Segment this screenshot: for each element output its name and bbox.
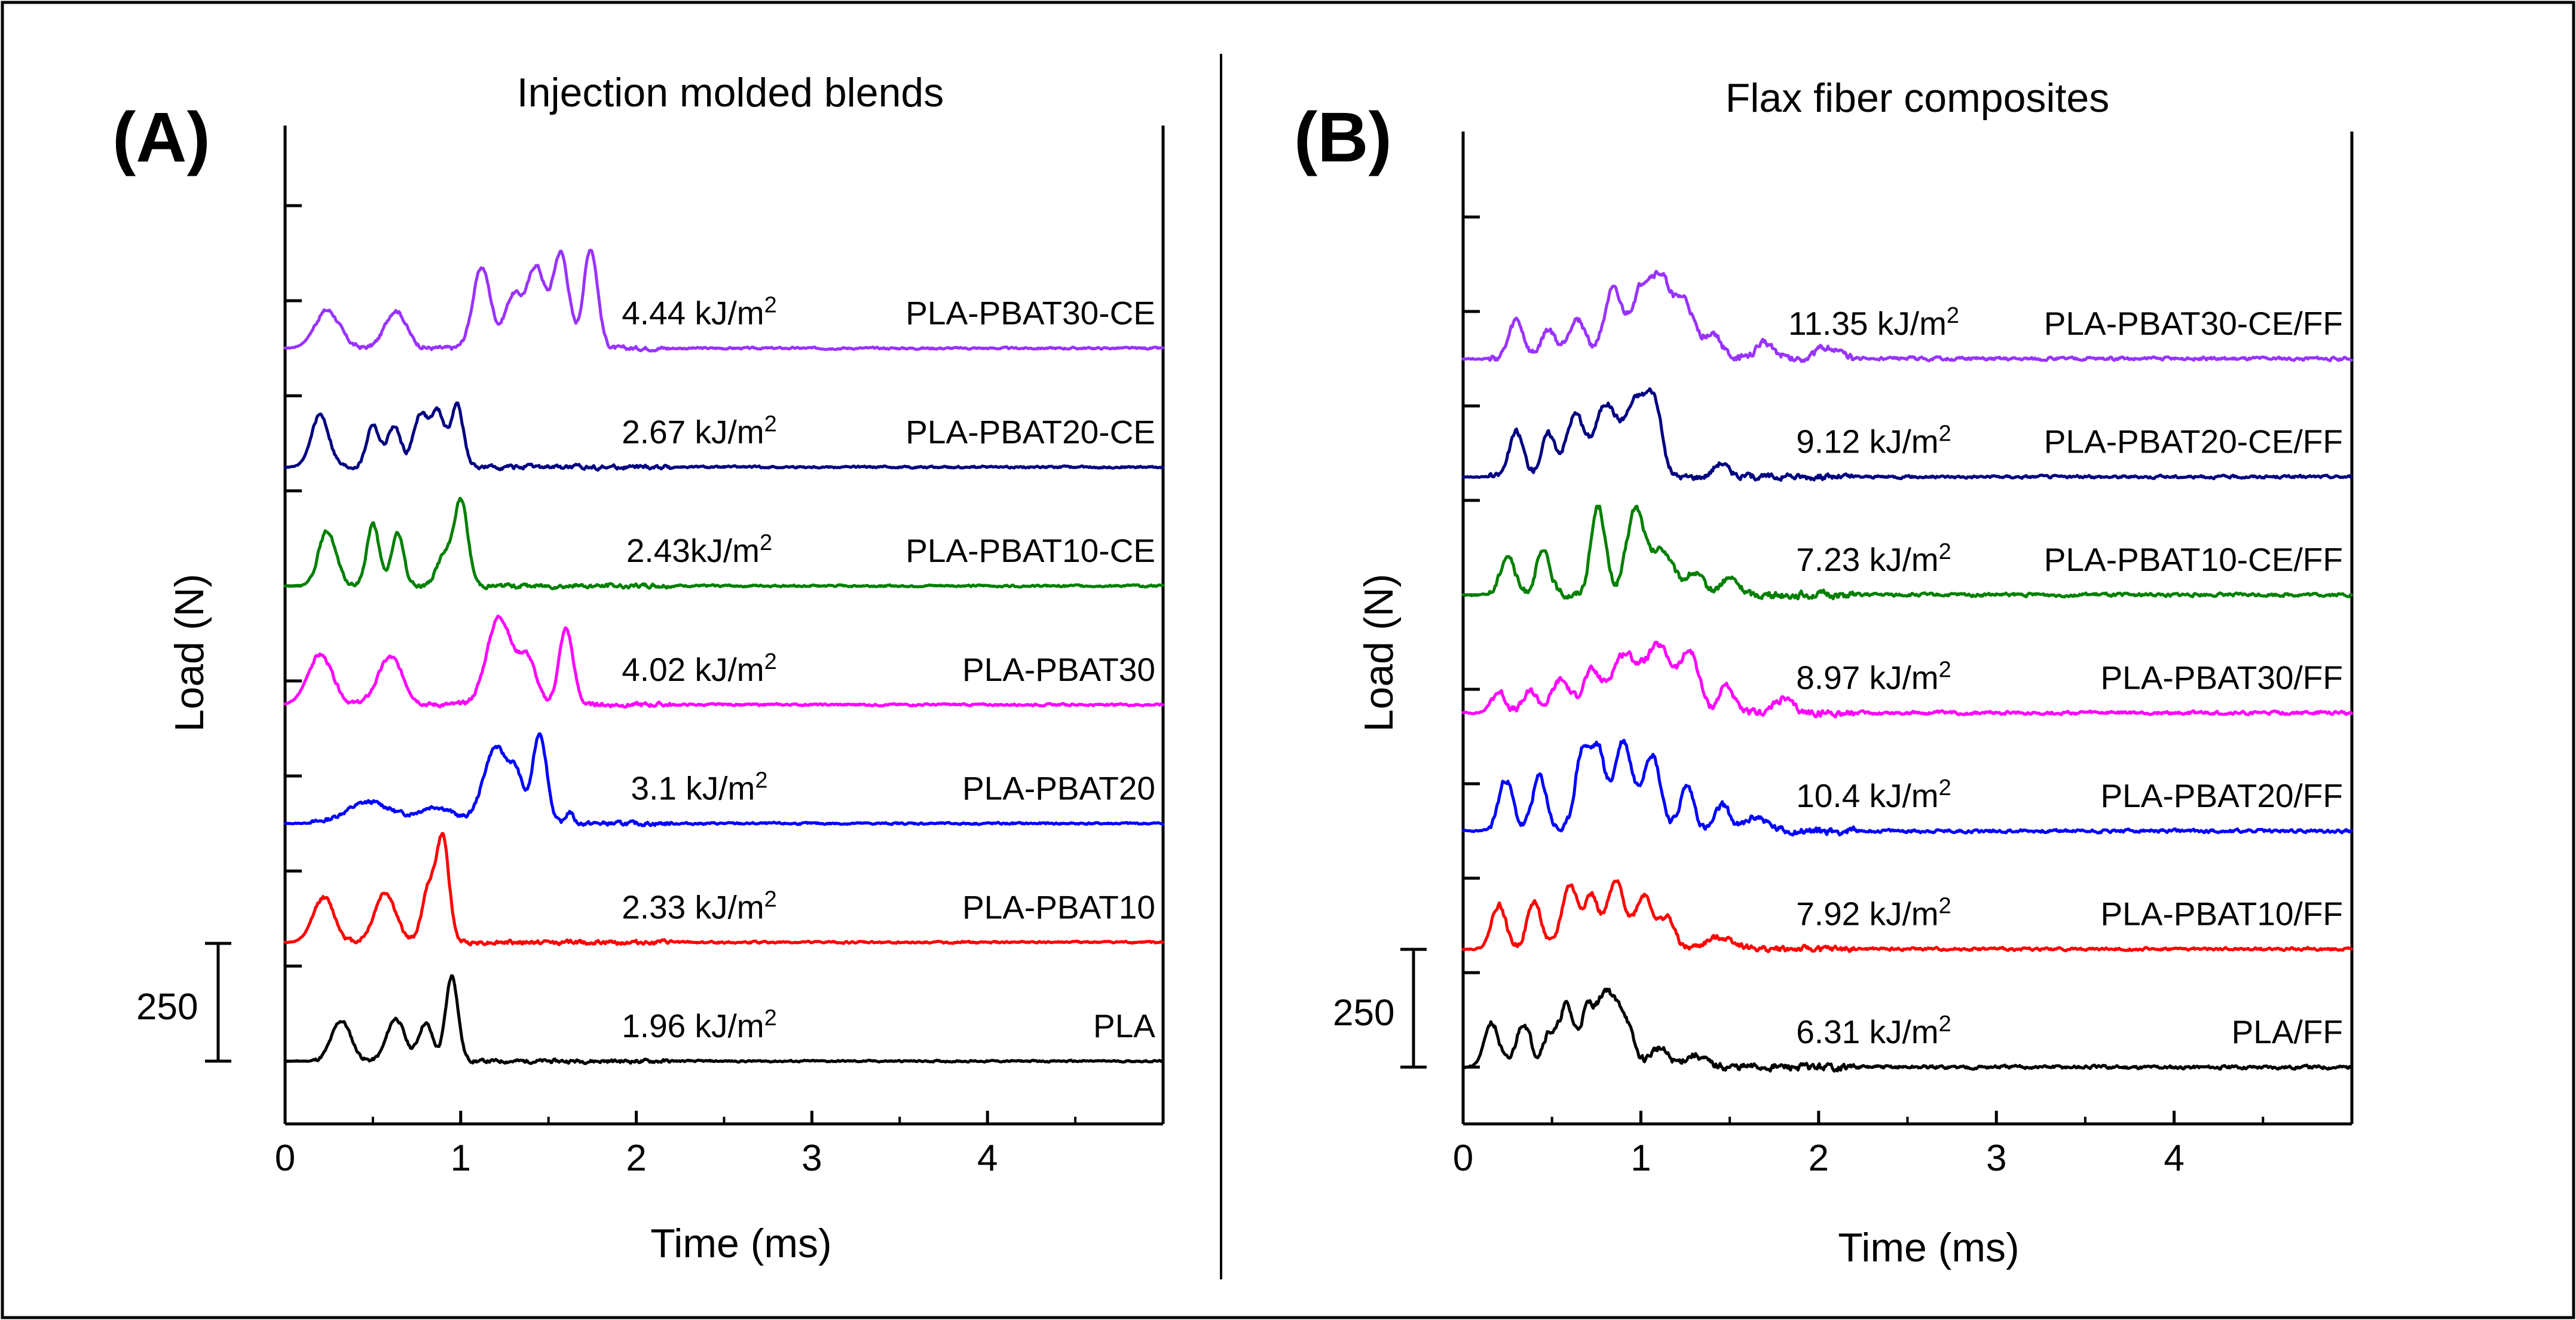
panel-b-x-tick-label: 0	[1453, 1138, 1473, 1179]
energy-label: 7.92 kJ/m2	[1796, 894, 1951, 933]
series-name-label: PLA-PBAT10-CE/FF	[2044, 541, 2343, 578]
energy-label: 3.1 kJ/m2	[631, 768, 768, 807]
panel-a-x-tick-label: 1	[451, 1138, 471, 1179]
panel-b-scale-bar: 250	[1333, 948, 1427, 1069]
series-name-label: PLA-PBAT20/FF	[2101, 777, 2344, 814]
panel-b-x-tick-label: 3	[1986, 1138, 2006, 1179]
series-line-pbat30	[283, 615, 1164, 709]
energy-label: 2.43kJ/m2	[626, 530, 772, 569]
panel-a-title: Injection molded blends	[517, 70, 944, 115]
energy-label: 11.35 kJ/m2	[1788, 303, 1959, 342]
panel-b-label: (B)	[1294, 98, 1392, 177]
panel-a-x-tick-label: 2	[626, 1138, 646, 1179]
series-name-label: PLA-PBAT30-CE	[905, 295, 1155, 332]
energy-label: 4.02 kJ/m2	[622, 649, 777, 688]
series-line-pbat20-ce	[283, 401, 1164, 472]
panel-b: (B) Flax fiber composites Load (N) Time …	[1294, 75, 2354, 1270]
energy-label: 2.67 kJ/m2	[622, 411, 777, 450]
series-name-label: PLA/FF	[2232, 1013, 2343, 1050]
series-name-label: PLA-PBAT10	[962, 888, 1155, 925]
series-line-pla	[283, 974, 1164, 1065]
panel-a-ylabel: Load (N)	[167, 574, 212, 732]
panel-a-x-tick-label: 4	[977, 1138, 998, 1179]
series-name-label: PLA-PBAT20-CE/FF	[2044, 423, 2343, 460]
panel-a-scale-bar-label: 250	[136, 986, 198, 1028]
series-name-label: PLA-PBAT20	[962, 770, 1155, 807]
series-name-label: PLA-PBAT10-CE	[905, 532, 1155, 569]
panel-a-xlabel: Time (ms)	[650, 1221, 831, 1266]
panel-a-label: (A)	[112, 98, 210, 177]
series-line-pla	[1461, 988, 2353, 1073]
series-name-label: PLA-PBAT30-CE/FF	[2044, 305, 2343, 342]
energy-label: 9.12 kJ/m2	[1796, 421, 1951, 460]
panel-a-x-ticks: 0 1 2 3 4	[275, 1111, 1077, 1179]
energy-label: 2.33 kJ/m2	[622, 887, 777, 925]
series-line-pbat30	[1461, 640, 2353, 719]
series-line-pbat10-ce	[1461, 505, 2353, 601]
energy-label: 1.96 kJ/m2	[622, 1006, 777, 1044]
series-line-pbat10-ce	[283, 497, 1164, 591]
series-line-pbat30-ce	[1461, 270, 2353, 363]
energy-label: 7.23 kJ/m2	[1796, 539, 1951, 578]
series-line-pbat30-ce	[283, 249, 1164, 353]
energy-label: 4.44 kJ/m2	[622, 293, 777, 332]
panel-a-series: 1.96 kJ/m2 PLA 2.33 kJ/m2 PLA-PBAT10 3.1 kJ/…	[283, 249, 1164, 1065]
series-name-label: PLA-PBAT10/FF	[2101, 896, 2344, 933]
panel-b-x-tick-label: 2	[1809, 1138, 1829, 1179]
panel-b-series: 6.31 kJ/m2 PLA/FF 7.92 kJ/m2 PLA-PBAT10/FF 1…	[1461, 270, 2353, 1073]
panel-a: (A) Injection molded blends Load (N) Tim…	[112, 70, 1165, 1266]
panel-b-x-tick-label: 4	[2164, 1138, 2184, 1179]
series-name-label: PLA-PBAT30	[962, 651, 1155, 688]
series-line-pbat20	[283, 732, 1164, 827]
series-name-label: PLA	[1093, 1007, 1155, 1044]
panel-a-x-tick-label: 3	[801, 1138, 822, 1179]
panel-b-x-tick-label: 1	[1630, 1138, 1651, 1179]
energy-label: 8.97 kJ/m2	[1796, 658, 1951, 696]
panel-a-scale-bar: 250	[136, 942, 231, 1063]
series-name-label: PLA-PBAT30/FF	[2101, 659, 2344, 696]
series-line-pbat10	[1461, 879, 2353, 954]
series-line-pbat10	[283, 832, 1164, 947]
energy-label: 10.4 kJ/m2	[1796, 775, 1951, 814]
series-name-label: PLA-PBAT20-CE	[905, 413, 1155, 450]
panel-b-scale-bar-label: 250	[1333, 992, 1394, 1034]
panel-b-xlabel: Time (ms)	[1838, 1225, 2019, 1270]
panel-b-ylabel: Load (N)	[1356, 574, 1402, 732]
panel-b-title: Flax fiber composites	[1726, 75, 2109, 121]
panel-a-x-tick-label: 0	[275, 1138, 295, 1179]
series-line-pbat20	[1461, 738, 2353, 837]
panel-b-x-ticks: 0 1 2 3 4	[1453, 1111, 2265, 1179]
energy-label: 6.31 kJ/m2	[1796, 1012, 1951, 1050]
series-line-pbat20-ce	[1461, 387, 2353, 482]
